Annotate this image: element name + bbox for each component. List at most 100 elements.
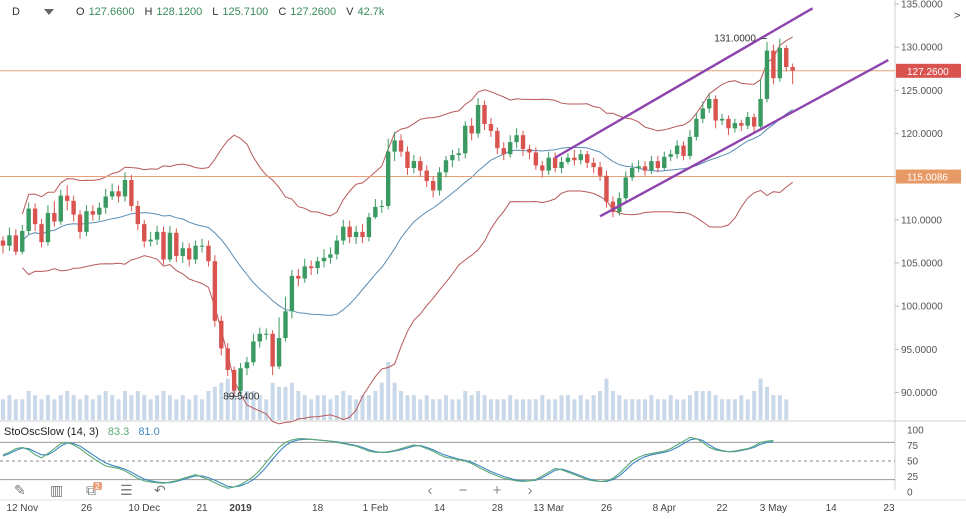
candle-body xyxy=(418,161,423,171)
volume-bar xyxy=(84,395,89,420)
candle-body xyxy=(231,369,237,391)
y-tick-label: 120.0000 xyxy=(901,129,943,140)
volume-bar xyxy=(148,399,153,420)
candle-body xyxy=(745,117,750,126)
candle-body xyxy=(578,154,583,161)
volume-bar xyxy=(649,395,654,420)
level-price-label-bg xyxy=(896,169,961,184)
scroll-right-icon[interactable]: › xyxy=(528,482,533,499)
level-price-label: 115.0086 xyxy=(907,173,948,184)
volume-bar xyxy=(578,395,583,420)
candle-body xyxy=(694,118,699,137)
candle-body xyxy=(456,153,462,156)
collapse-panel-icon[interactable]: > xyxy=(954,10,961,22)
low-label: L xyxy=(212,6,219,18)
candle-body xyxy=(26,208,31,232)
candle-body xyxy=(251,341,256,363)
volume-bar xyxy=(257,395,262,420)
candle-body xyxy=(238,368,243,391)
volume-bar xyxy=(405,395,410,420)
candle-body xyxy=(495,130,500,149)
volume-bar xyxy=(687,395,692,420)
volume-bar xyxy=(155,395,160,420)
candle-body xyxy=(360,231,365,238)
compare-icon[interactable]: ⧉ xyxy=(86,482,96,498)
candle-body xyxy=(289,275,295,312)
candle-body xyxy=(739,123,744,126)
high-label: H xyxy=(144,6,153,18)
candle-body xyxy=(58,195,63,222)
volume-bar xyxy=(662,399,667,420)
candle-body xyxy=(379,205,384,207)
candle-body xyxy=(520,135,526,150)
x-tick-label: 14 xyxy=(434,503,446,514)
candle-body xyxy=(7,235,12,246)
low-value: 125.7100 xyxy=(222,6,269,18)
volume-bar xyxy=(251,391,256,420)
candle-body xyxy=(443,160,449,173)
last-price-label: 127.2600 xyxy=(907,67,949,78)
volume-bar xyxy=(20,399,25,420)
volume-bar xyxy=(758,378,763,420)
candle-body xyxy=(154,231,160,240)
candle-body xyxy=(174,232,179,257)
volume-bar xyxy=(784,399,789,420)
candle-body xyxy=(533,152,539,166)
zoom-out-icon[interactable]: − xyxy=(459,482,468,499)
zoom-in-icon[interactable]: + xyxy=(493,482,502,499)
volume-bar xyxy=(373,391,378,420)
candle-body xyxy=(559,161,564,168)
candle-body xyxy=(662,156,667,168)
candle-body xyxy=(283,311,288,339)
candle-body xyxy=(103,196,108,208)
indicator-y-tick-label: 75 xyxy=(907,441,919,452)
volume-bar xyxy=(302,395,307,420)
moving-average-line xyxy=(21,109,793,316)
volume-bar xyxy=(469,395,474,420)
volume-bar xyxy=(52,399,57,420)
x-tick-label: 21 xyxy=(196,503,208,514)
pencil-icon[interactable]: ✎ xyxy=(14,482,26,498)
candle-body xyxy=(71,200,76,215)
volume-bar xyxy=(521,399,526,420)
volume-bar xyxy=(668,395,673,420)
volume-bar xyxy=(572,399,577,420)
volume-bar xyxy=(322,395,326,420)
symbol-label[interactable]: D xyxy=(12,6,20,18)
chevron-down-icon[interactable] xyxy=(44,9,54,15)
candle-body xyxy=(565,157,571,162)
candle-body xyxy=(707,98,712,109)
scroll-left-icon[interactable]: ‹ xyxy=(428,482,433,499)
candle-body xyxy=(540,165,545,171)
y-tick-label: 130.0000 xyxy=(901,43,943,54)
candle-body xyxy=(764,50,770,99)
volume-bar xyxy=(630,399,635,420)
y-tick-label: 110.0000 xyxy=(901,215,942,226)
volume-bar xyxy=(675,399,680,420)
candle-body xyxy=(167,232,173,260)
candle-body xyxy=(636,166,641,168)
volume-bar xyxy=(122,391,127,420)
candle-body xyxy=(751,117,757,127)
volume-bar xyxy=(559,395,564,420)
bar-chart-icon[interactable]: ▥ xyxy=(50,482,63,498)
candle-body xyxy=(116,191,121,197)
volume-bar xyxy=(347,395,352,420)
candle-body xyxy=(771,50,776,79)
last-price-label-bg xyxy=(896,63,961,78)
settings-sliders-icon[interactable]: ☰ xyxy=(120,482,133,498)
candle-body xyxy=(482,104,487,124)
indicator-d-value: 81.0 xyxy=(138,426,160,438)
indicator-header[interactable]: StoOscSlow (14, 3) 83.3 81.0 xyxy=(4,426,160,438)
candle-body xyxy=(129,180,134,206)
x-tick-label: 22 xyxy=(716,503,728,514)
candle-body xyxy=(225,348,230,370)
candle-body xyxy=(264,333,269,335)
undo-icon[interactable]: ↶ xyxy=(154,482,166,498)
candle-body xyxy=(84,211,89,232)
volume-bar xyxy=(764,386,769,420)
volume-bar xyxy=(212,386,217,420)
